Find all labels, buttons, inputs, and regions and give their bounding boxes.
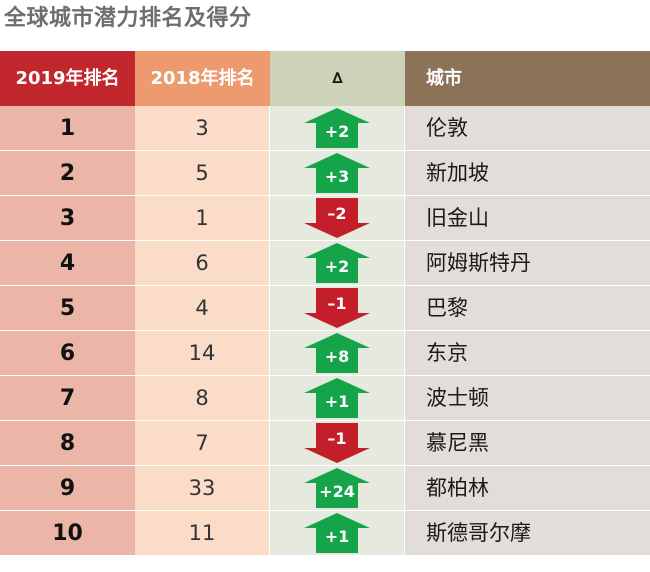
delta-cell: +3: [270, 151, 405, 196]
delta-label: +8: [324, 347, 350, 366]
rank-2018-cell: 3: [135, 106, 270, 151]
arrow-up-icon: +2: [304, 243, 370, 283]
header-delta: ∆: [270, 51, 405, 106]
delta-cell: +2: [270, 241, 405, 286]
delta-label: +3: [324, 167, 350, 186]
city-cell: 旧金山: [405, 196, 650, 241]
arrow-up-icon: +1: [304, 513, 370, 553]
header-rank-2018: 2018年排名: [135, 51, 270, 106]
delta-label: +1: [324, 392, 350, 411]
arrow-up-icon: +1: [304, 378, 370, 418]
table-row: 6 14 +8 东京: [0, 331, 650, 376]
rank-2019-cell: 1: [0, 106, 135, 151]
arrow-up-icon: +3: [304, 153, 370, 193]
city-cell: 斯德哥尔摩: [405, 511, 650, 556]
city-cell: 慕尼黑: [405, 421, 650, 466]
rank-2019-cell: 8: [0, 421, 135, 466]
delta-label: +2: [324, 257, 350, 276]
header-city: 城市: [405, 51, 650, 106]
table-row: 5 4 –1 巴黎: [0, 286, 650, 331]
rank-2018-cell: 6: [135, 241, 270, 286]
delta-cell: –1: [270, 286, 405, 331]
delta-cell: +1: [270, 511, 405, 556]
rank-2018-cell: 4: [135, 286, 270, 331]
arrow-up-icon: +2: [304, 108, 370, 148]
rank-2018-cell: 33: [135, 466, 270, 511]
delta-cell: –2: [270, 196, 405, 241]
city-cell: 波士顿: [405, 376, 650, 421]
table-row: 1 3 +2 伦敦: [0, 106, 650, 151]
arrow-down-icon: –1: [304, 288, 370, 328]
city-cell: 新加坡: [405, 151, 650, 196]
arrow-up-icon: +24: [304, 468, 370, 508]
delta-cell: +2: [270, 106, 405, 151]
rank-2019-cell: 5: [0, 286, 135, 331]
page-title: 全球城市潜力排名及得分: [4, 6, 252, 31]
rank-2018-cell: 5: [135, 151, 270, 196]
table-header: 2019年排名 2018年排名 ∆ 城市: [0, 51, 650, 106]
table-row: 2 5 +3 新加坡: [0, 151, 650, 196]
rank-2019-cell: 9: [0, 466, 135, 511]
rank-2019-cell: 10: [0, 511, 135, 556]
city-cell: 巴黎: [405, 286, 650, 331]
delta-cell: +1: [270, 376, 405, 421]
rank-2019-cell: 6: [0, 331, 135, 376]
ranking-table: 2019年排名 2018年排名 ∆ 城市 1 3 +2 伦敦 2 5 +3 新加坡 3 1 –2 旧金…: [0, 51, 650, 565]
rank-2019-cell: 7: [0, 376, 135, 421]
rank-2018-cell: 1: [135, 196, 270, 241]
delta-cell: –1: [270, 421, 405, 466]
arrow-up-icon: +8: [304, 333, 370, 373]
table-row: 7 8 +1 波士顿: [0, 376, 650, 421]
arrow-down-icon: –2: [304, 198, 370, 238]
table-row: 4 6 +2 阿姆斯特丹: [0, 241, 650, 286]
city-cell: 都柏林: [405, 466, 650, 511]
rank-2019-cell: 3: [0, 196, 135, 241]
city-cell: 阿姆斯特丹: [405, 241, 650, 286]
rank-2018-cell: 11: [135, 511, 270, 556]
table-row: 3 1 –2 旧金山: [0, 196, 650, 241]
delta-label: –1: [327, 294, 347, 313]
delta-label: –2: [327, 204, 347, 223]
delta-cell: +24: [270, 466, 405, 511]
table-row: 8 7 –1 慕尼黑: [0, 421, 650, 466]
city-cell: 伦敦: [405, 106, 650, 151]
rank-2018-cell: 14: [135, 331, 270, 376]
delta-label: –1: [327, 429, 347, 448]
header-rank-2019: 2019年排名: [0, 51, 135, 106]
rank-2019-cell: 4: [0, 241, 135, 286]
delta-label: +24: [319, 482, 355, 501]
delta-cell: +8: [270, 331, 405, 376]
arrow-down-icon: –1: [304, 423, 370, 463]
delta-label: +2: [324, 122, 350, 141]
rank-2018-cell: 8: [135, 376, 270, 421]
city-cell: 东京: [405, 331, 650, 376]
table-row: 10 11 +1 斯德哥尔摩: [0, 511, 650, 556]
rank-2019-cell: 2: [0, 151, 135, 196]
table-row: 9 33 +24 都柏林: [0, 466, 650, 511]
delta-label: +1: [324, 527, 350, 546]
rank-2018-cell: 7: [135, 421, 270, 466]
